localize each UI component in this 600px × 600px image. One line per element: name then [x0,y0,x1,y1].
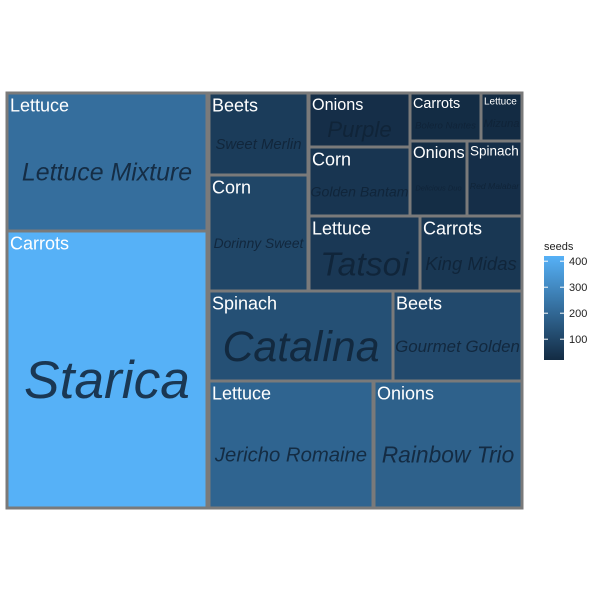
tile-variety-label: Mizuna [483,118,519,130]
treemap-tile: Lettuce Mizuna [479,91,524,143]
tile-rect [418,214,524,293]
tile-variety-label: Red Malabar [470,181,520,191]
treemap-tile: Carrots Starica [5,229,209,510]
tile-rect [207,289,395,383]
tile-group-label: Onions [413,144,465,162]
tile-group-label: Onions [377,383,434,403]
treemap-tile: Corn Dorinny Sweet [207,173,310,293]
tile-group-label: Lettuce [484,97,517,108]
tile-group-label: Lettuce [10,95,69,115]
tile-group-label: Carrots [423,218,482,238]
tile-variety-label: Gourmet Golden [395,337,520,356]
tile-variety-label: Bolero Nantes [415,121,476,132]
tile-group-label: Corn [212,177,251,197]
tile-group-label: Lettuce [212,383,271,403]
tile-variety-label: Delicious Duo [415,183,461,192]
tile-group-label: Beets [212,95,258,115]
legend-tick-label: 300 [569,282,587,294]
legend-title: seeds [544,241,574,253]
tile-variety-label: King Midas [425,253,517,274]
tile-variety-label: Purple [327,117,391,142]
treemap-tile: Corn Golden Bantam [307,145,412,218]
legend-ticks: 100 200 300 400 [544,256,587,346]
tile-rect [408,139,469,218]
tile-rect [479,91,524,143]
tile-group-label: Onions [312,96,363,114]
tile-variety-label: Rainbow Trio [382,441,515,467]
tile-variety-label: Tatsoi [320,245,410,283]
legend-tick-label: 100 [569,334,587,346]
tile-rect [5,229,209,510]
treemap-tile: Spinach Catalina [207,289,395,383]
tile-rect [207,173,310,293]
tile-rect [5,91,209,233]
tile-rect [307,214,422,293]
tile-rect [391,289,524,383]
treemap-tile: Lettuce Tatsoi [307,214,422,293]
treemap-tile: Beets Sweet Merlin [207,91,310,177]
treemap-tile: Lettuce Jericho Romaine [207,379,375,510]
legend-tick-label: 400 [569,256,587,268]
tile-group-label: Beets [396,293,442,313]
treemap-tile: Carrots Bolero Nantes [408,91,483,143]
tile-rect [307,91,412,149]
tile-variety-label: Dorinny Sweet [214,236,305,251]
tile-group-label: Carrots [10,233,69,253]
tile-variety-label: Sweet Merlin [215,137,301,153]
treemap-tile: Carrots King Midas [418,214,524,293]
tile-rect [207,91,310,177]
treemap-tile: Onions Delicious Duo [408,139,469,218]
tile-variety-label: Jericho Romaine [214,445,367,467]
treemap-tile: Beets Gourmet Golden [391,289,524,383]
tile-variety-label: Starica [24,351,190,410]
tile-variety-label: Golden Bantam [311,183,409,199]
tile-rect [372,379,524,510]
legend: seeds 100 200 300 400 [544,241,587,360]
tile-group-label: Spinach [470,143,519,158]
legend-tick-label: 200 [569,308,587,320]
treemap-tile: Spinach Red Malabar [465,139,524,218]
treemap-tile: Onions Rainbow Trio [372,379,524,510]
tile-group-label: Spinach [212,293,277,313]
tile-group-label: Corn [312,149,351,169]
tile-group-label: Lettuce [312,218,371,238]
tile-variety-label: Lettuce Mixture [22,159,192,187]
legend-colorbar [544,256,564,360]
tile-variety-label: Catalina [222,323,379,371]
treemap-tile: Onions Purple [307,91,412,149]
treemap-tile: Lettuce Lettuce Mixture [5,91,209,233]
tile-group-label: Carrots [413,96,460,112]
